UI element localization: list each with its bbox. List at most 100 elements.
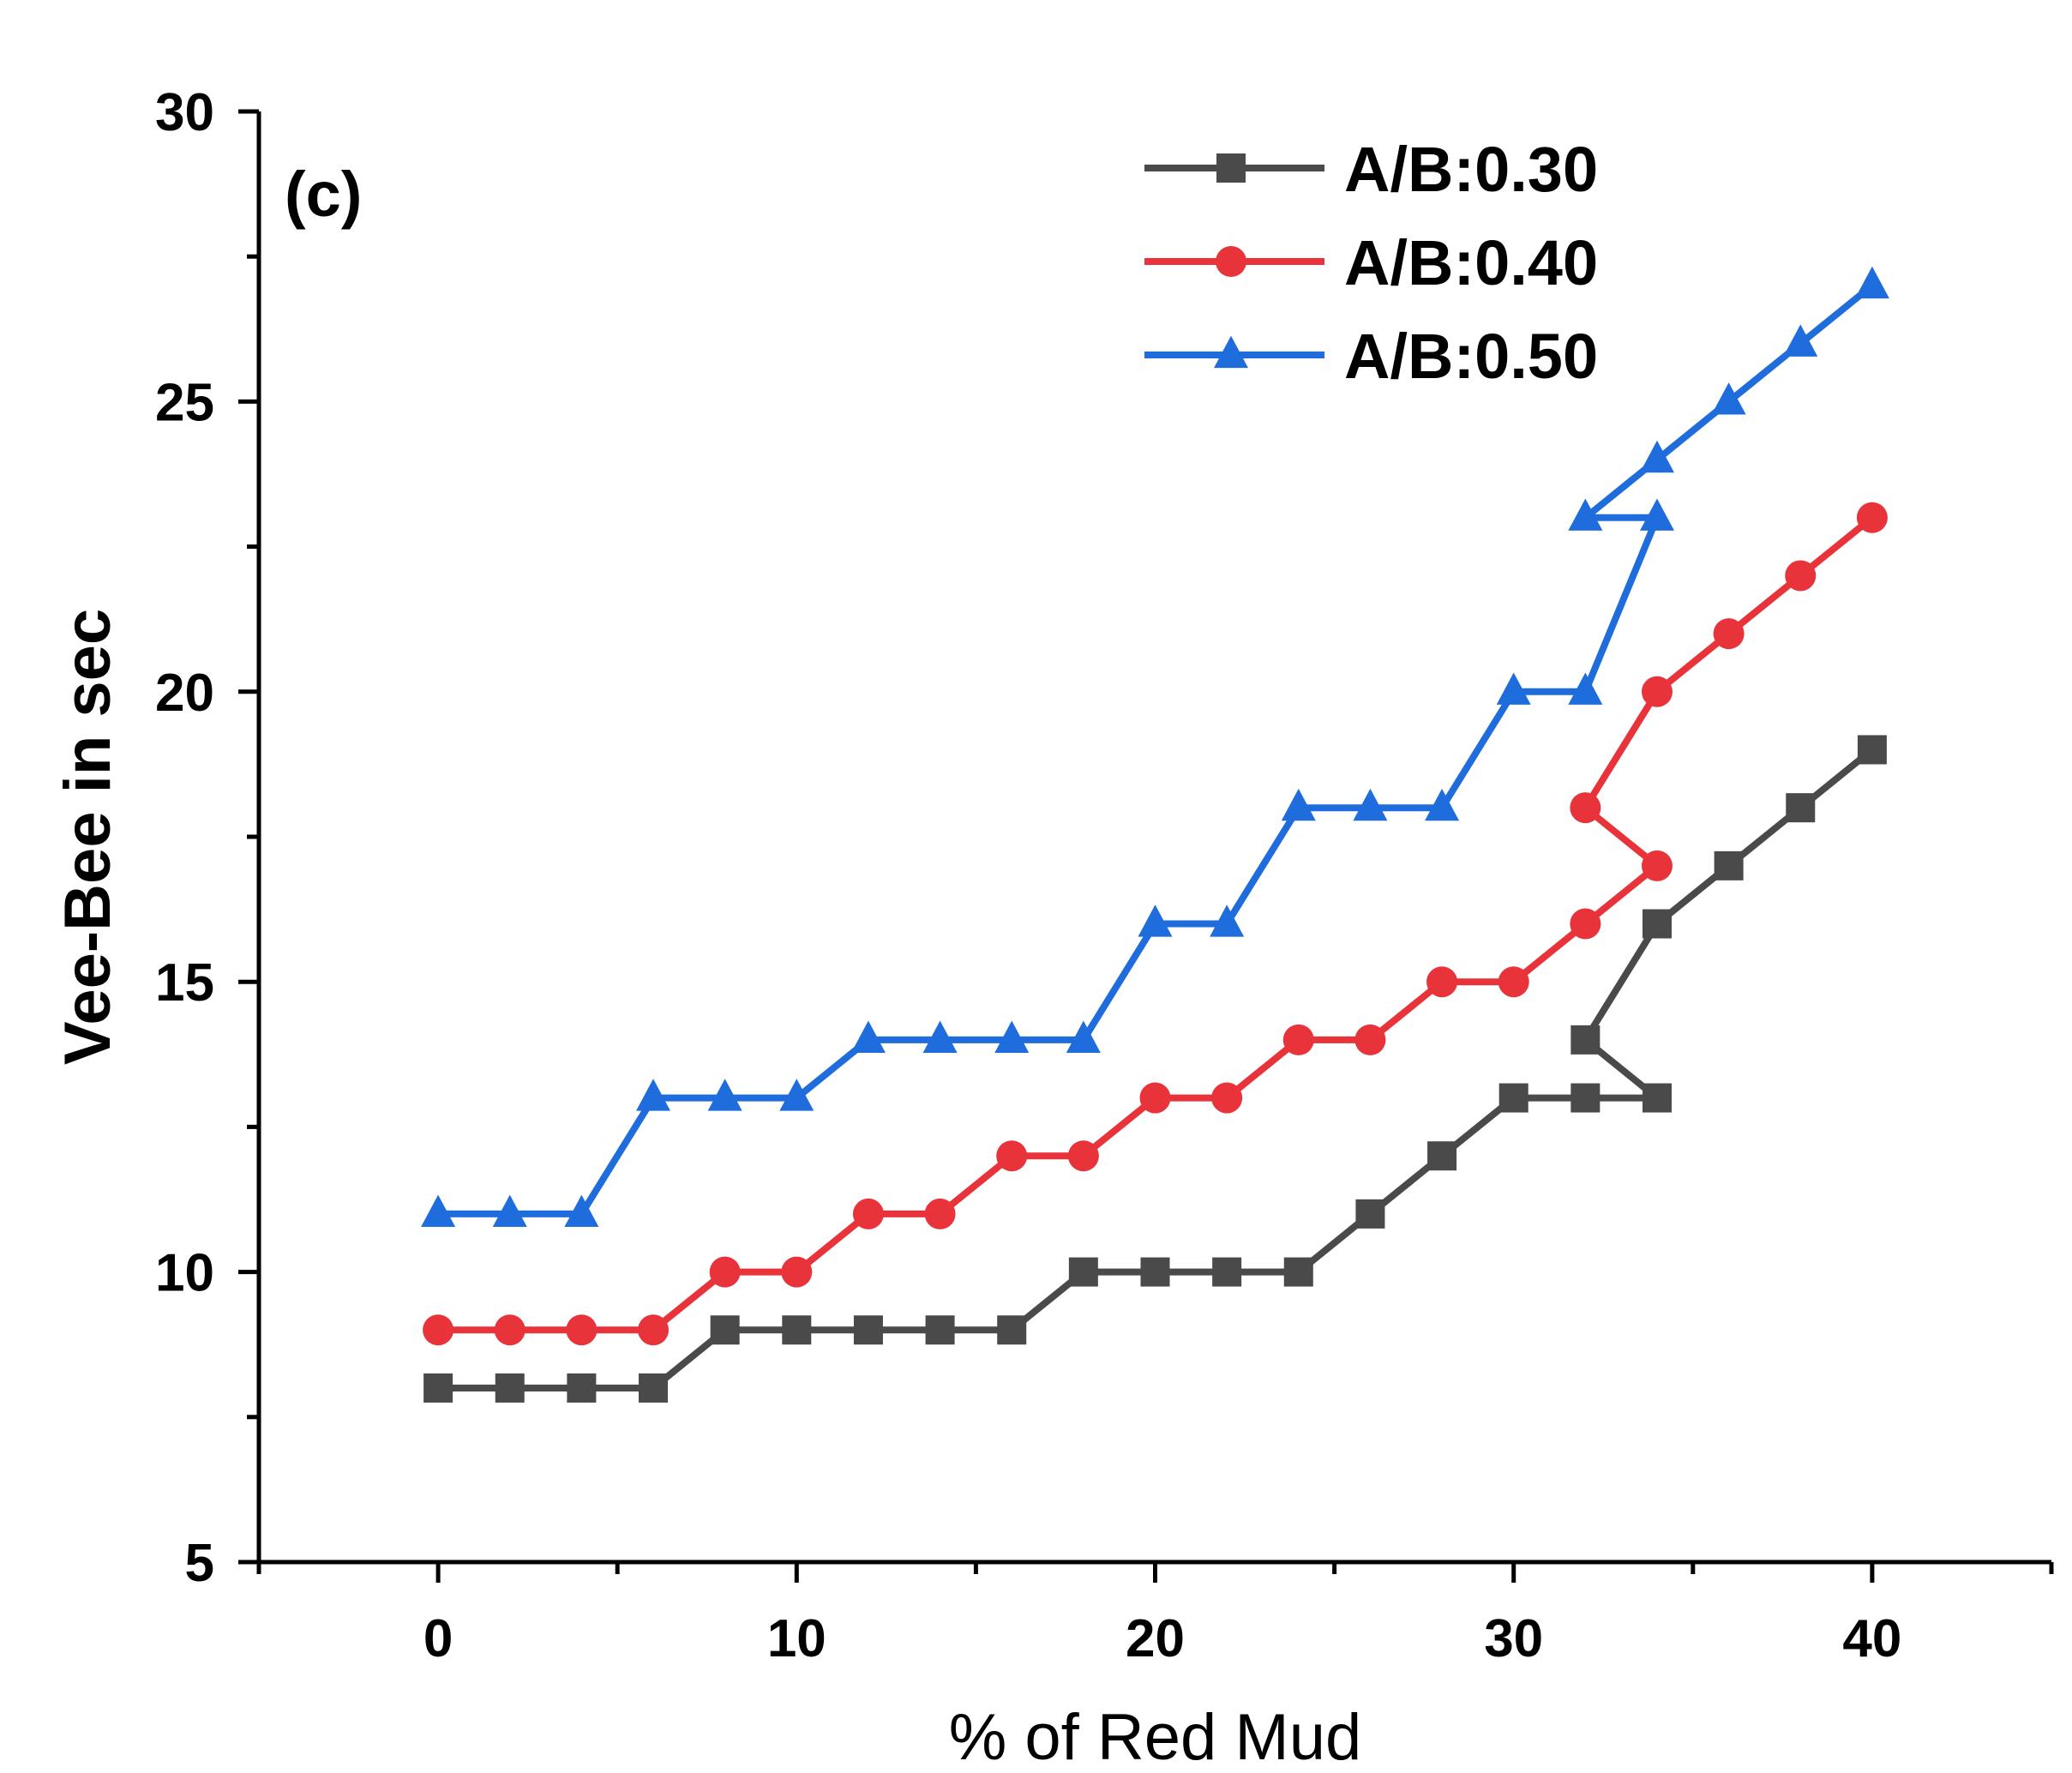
data-point: [996, 1140, 1028, 1172]
data-point: [994, 1020, 1030, 1053]
data-point: [1571, 1025, 1601, 1055]
data-point: [1713, 618, 1745, 650]
data-point: [636, 1079, 671, 1111]
data-point: [1786, 793, 1816, 823]
y-tick-label: 15: [155, 953, 214, 1013]
data-point: [1212, 1257, 1242, 1287]
panel-label: (c): [285, 159, 362, 230]
data-point: [1140, 1257, 1170, 1287]
x-tick-label: 40: [1842, 1609, 1901, 1668]
data-point: [924, 1198, 956, 1229]
data-point: [423, 1373, 453, 1403]
data-point: [1427, 1141, 1457, 1171]
data-point: [1783, 324, 1818, 357]
data-point: [710, 1315, 740, 1345]
data-point: [709, 1256, 741, 1288]
data-point: [492, 1194, 527, 1228]
data-point: [421, 1194, 456, 1228]
data-point: [1139, 1082, 1171, 1114]
data-point: [1138, 905, 1173, 937]
y-axis-title: Vee-Bee in sec: [51, 609, 124, 1065]
legend-entry: A/B:0.30: [1144, 134, 1598, 205]
legend-marker: [1216, 153, 1246, 183]
y-tick-label: 30: [155, 83, 214, 142]
data-point: [1785, 560, 1817, 592]
data-point: [1568, 672, 1603, 705]
data-point: [1714, 850, 1744, 880]
legend-label: A/B:0.50: [1344, 321, 1598, 392]
x-tick-label: 10: [767, 1609, 826, 1668]
text-layer: (c) % of Red Mud Vee-Bee in sec: [51, 159, 1361, 1773]
data-point: [1353, 788, 1388, 821]
data-point: [1857, 735, 1887, 765]
x-tick-label: 30: [1484, 1609, 1543, 1668]
data-point: [997, 1315, 1027, 1345]
data-point: [494, 1314, 526, 1346]
series-line: [438, 282, 1875, 1217]
data-point: [781, 1256, 813, 1288]
legend: A/B:0.30 A/B:0.40 A/B:0.50: [1144, 134, 1598, 392]
legend-label: A/B:0.40: [1344, 227, 1598, 298]
data-point: [1571, 1083, 1601, 1113]
x-tick-label: 20: [1126, 1609, 1185, 1668]
series-1: [423, 735, 1887, 1403]
data-point: [782, 1315, 812, 1345]
data-point: [1496, 672, 1531, 705]
y-tick-label: 25: [155, 373, 214, 432]
legend-label: A/B:0.30: [1344, 134, 1598, 205]
data-point: [1854, 266, 1889, 299]
data-point: [1856, 502, 1888, 533]
x-axis-title: % of Red Mud: [949, 1701, 1362, 1773]
y-tick-label: 5: [185, 1534, 214, 1593]
data-point: [639, 1373, 669, 1403]
series-line: [438, 747, 1875, 1391]
data-point: [564, 1194, 599, 1228]
data-point: [1642, 1083, 1672, 1113]
series-2: [423, 502, 1888, 1346]
data-point: [922, 1020, 958, 1053]
data-point: [1211, 1082, 1243, 1114]
data-point: [1641, 676, 1673, 707]
data-point: [495, 1373, 525, 1403]
data-point: [850, 1020, 886, 1053]
data-point: [1639, 498, 1674, 531]
data-point: [1570, 908, 1601, 940]
data-point: [1426, 966, 1458, 998]
data-point: [1498, 1083, 1528, 1113]
data-point: [707, 1079, 742, 1111]
data-point: [1639, 440, 1674, 473]
data-point: [1281, 788, 1316, 821]
data-point: [1068, 1257, 1098, 1287]
data-point: [566, 1314, 598, 1346]
data-point: [1210, 905, 1245, 937]
data-point: [1641, 850, 1673, 881]
data-point: [1642, 909, 1672, 939]
data-point: [1066, 1020, 1101, 1053]
legend-marker: [1214, 335, 1248, 369]
data-point: [1711, 382, 1746, 415]
data-point: [852, 1198, 884, 1229]
legend-entry: A/B:0.40: [1144, 227, 1598, 298]
data-point: [638, 1314, 670, 1346]
series-layer: [421, 266, 1889, 1403]
data-point: [1355, 1199, 1385, 1229]
data-point: [853, 1315, 883, 1345]
data-point: [1282, 1024, 1314, 1055]
legend-entry: A/B:0.50: [1144, 321, 1598, 392]
axes: 0 10 20 30 40 5 10 15 20 25 30: [155, 83, 2054, 1668]
data-point: [423, 1314, 454, 1346]
data-point: [1425, 788, 1460, 821]
data-point: [1354, 1024, 1386, 1055]
data-point: [1067, 1140, 1099, 1172]
data-point: [1283, 1257, 1313, 1287]
data-point: [779, 1079, 814, 1111]
data-point: [567, 1373, 597, 1403]
data-point: [1570, 792, 1601, 824]
data-point: [925, 1315, 955, 1345]
series-3: [421, 266, 1889, 1228]
data-point: [1498, 966, 1529, 998]
data-point: [1568, 498, 1603, 531]
y-tick-label: 20: [155, 664, 214, 723]
